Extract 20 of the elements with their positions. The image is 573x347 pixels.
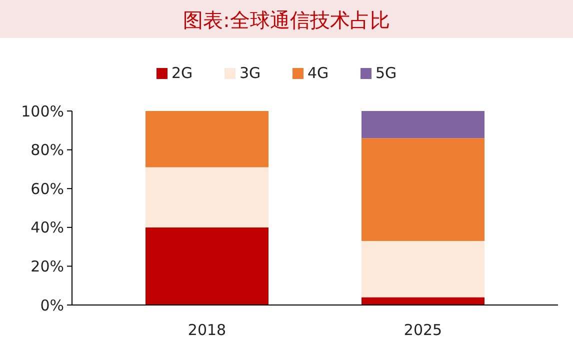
y-tick-label: 20%: [30, 257, 64, 276]
legend-label: 2G: [172, 64, 193, 82]
bar: [146, 111, 268, 168]
bar: [146, 167, 268, 228]
legend-label: 5G: [376, 64, 397, 82]
bar: [362, 138, 484, 241]
bar: [362, 240, 484, 298]
y-tick-label: 0%: [40, 296, 64, 314]
y-tick-label: 100%: [21, 102, 64, 120]
bar: [362, 111, 484, 138]
chart-title: 图表:全球通信技术占比: [183, 8, 390, 32]
y-tick-label: 40%: [30, 218, 64, 237]
y-tick-label: 60%: [30, 180, 64, 198]
x-tick-label: 2025: [404, 321, 442, 339]
bar: [362, 297, 484, 305]
y-tick-label: 80%: [30, 141, 64, 160]
x-tick-label: 2018: [188, 321, 226, 339]
bar: [146, 227, 268, 305]
legend-label: 3G: [240, 64, 261, 82]
legend-label: 4G: [308, 64, 329, 82]
